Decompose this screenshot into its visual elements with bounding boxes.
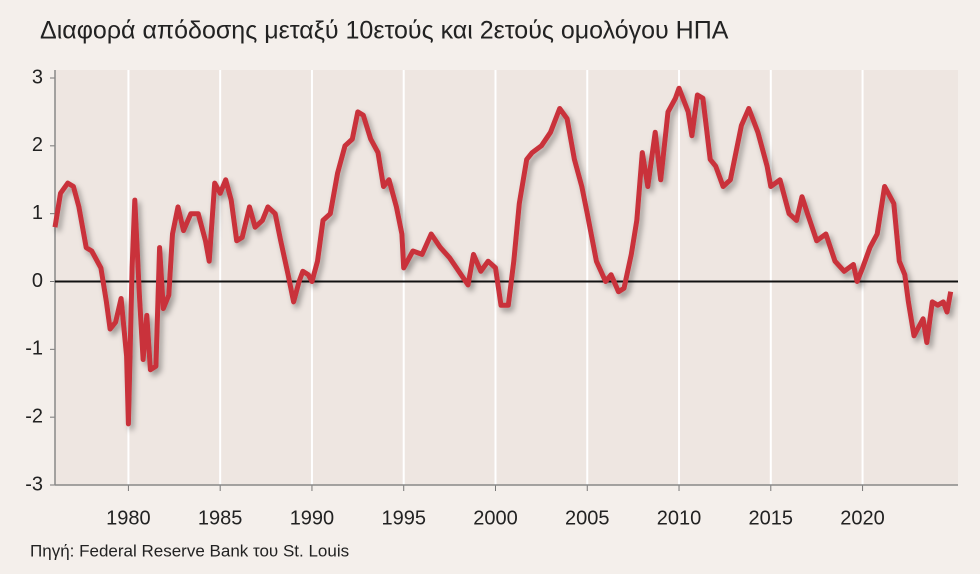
x-tick-label: 2020 [840,507,885,529]
y-tick-label: 2 [32,134,43,156]
y-tick-label: -1 [25,338,43,360]
x-tick-label: 2000 [473,507,518,529]
x-tick-label: 1995 [381,507,426,529]
plot-area [55,70,958,485]
x-tick-label: 1990 [290,507,335,529]
y-tick-label: -3 [25,473,43,495]
x-tick-label: 2010 [657,507,702,529]
x-tick-label: 2015 [749,507,794,529]
y-tick-label: 1 [32,202,43,224]
chart-title: Διαφορά απόδοσης μεταξύ 10ετούς και 2ετο… [40,17,729,45]
data-line [52,85,954,427]
x-tick-label: 1980 [106,507,151,529]
source: Πηγή: Federal Reserve Bank του St. Louis [30,541,349,560]
x-tick-label: 1985 [198,507,243,529]
y-tick-label: -2 [25,405,43,427]
y-tick-label: 0 [32,270,43,292]
x-tick-label: 2005 [565,507,610,529]
y-tick-label: 3 [32,66,43,88]
